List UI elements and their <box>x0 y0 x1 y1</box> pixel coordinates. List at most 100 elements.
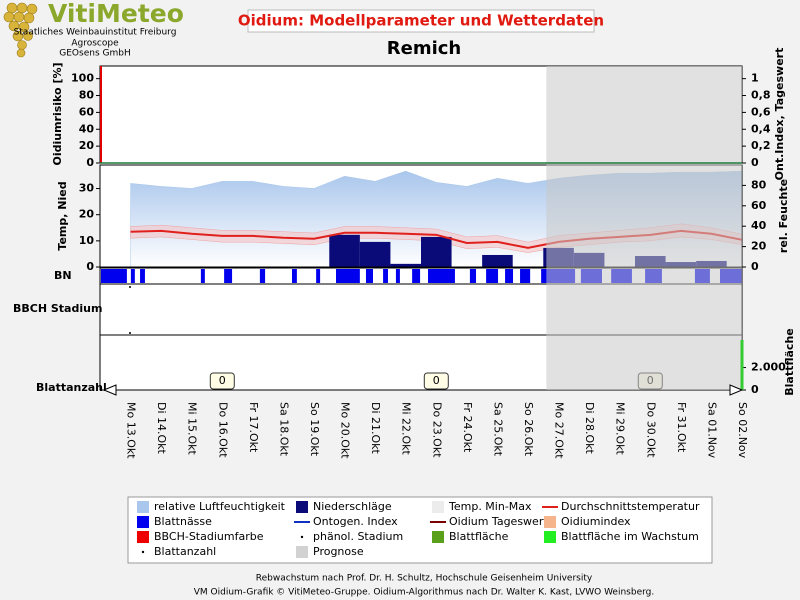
leaf-wetness <box>291 269 297 283</box>
leaf-count-box <box>209 372 235 390</box>
x-tick-label: So 02.Nov <box>736 402 749 459</box>
leaf-wetness <box>395 269 400 283</box>
y-axis-label: BBCH Stadium <box>13 302 102 315</box>
x-tick-label: Fr 24.Okt <box>461 402 474 453</box>
leaf-wetness <box>100 269 127 283</box>
arrow <box>102 384 117 396</box>
legend-swatch <box>296 546 308 558</box>
precip-bar <box>390 263 421 267</box>
title: Oidium: Modellparameter und Wetterdaten <box>238 12 604 30</box>
y2-tick-label: 40 <box>751 219 767 232</box>
legend-label: BBCH-Stadiumfarbe <box>154 530 264 543</box>
leaf-wetness <box>469 269 477 283</box>
leaf-wetness <box>383 269 388 283</box>
leaf-wetness <box>486 269 499 283</box>
leaf-wetness <box>336 269 360 283</box>
x-tick-label: Sa 25.Okt <box>491 402 504 457</box>
legend-label: Blattfläche im Wachstum <box>561 530 699 543</box>
y-tick-label: 60 <box>79 105 95 118</box>
y-axis-label: Temp, Nied <box>56 181 69 250</box>
x-tick-label: Sa 18.Okt <box>277 402 290 457</box>
legend-swatch <box>137 501 149 513</box>
legend-label: phänol. Stadium <box>313 530 403 543</box>
y2-axis-label: Blattfläche <box>783 328 796 395</box>
precip-bar <box>482 254 513 267</box>
y-axis-label: BN <box>54 269 72 282</box>
leaf-wetness <box>428 269 455 283</box>
y2-tick-label: 0,8 <box>751 89 771 102</box>
x-tick-label: Di 28.Okt <box>583 402 596 455</box>
precip-bar <box>329 234 360 267</box>
legend-swatch <box>296 501 308 513</box>
leaf-count-box <box>423 372 449 390</box>
leaf-wetness <box>316 269 321 283</box>
x-tick-label: Do 16.Okt <box>216 402 229 458</box>
stage-dot <box>129 286 131 288</box>
leaf-wetness <box>200 269 205 283</box>
org-line: Staatliches Weinbauinstitut Freiburg <box>14 28 177 38</box>
x-tick-label: So 19.Okt <box>308 402 321 457</box>
leaf-wetness <box>520 269 531 283</box>
y-axis-label: Blattanzahl <box>36 381 107 394</box>
x-tick-label: Do 23.Okt <box>430 402 443 458</box>
leaf-count-label: 0 <box>219 374 226 387</box>
x-tick-label: Do 30.Okt <box>644 402 657 458</box>
legend-box <box>127 496 713 564</box>
leaf-count-label: 0 <box>433 374 440 387</box>
prognosis <box>546 66 742 390</box>
y2-axis-label: Ont.Index, Tageswert <box>773 48 786 181</box>
decorations <box>100 66 744 396</box>
leaf-wetness <box>365 269 374 283</box>
legend-swatch <box>141 550 145 554</box>
x-tick-label: Di 21.Okt <box>369 402 382 455</box>
legend-swatch <box>432 531 444 543</box>
x-tick-label: Mi 15.Okt <box>186 402 199 456</box>
legend-label: Oidium Tageswert <box>449 515 548 528</box>
legend-swatch <box>544 531 556 543</box>
y-tick-label: 20 <box>79 139 95 152</box>
x-tick-label: So 26.Okt <box>522 402 535 457</box>
x-tick-label: Mi 29.Okt <box>614 402 627 456</box>
y2-tick-label: 0 <box>751 260 759 273</box>
leaf-wetness <box>259 269 266 283</box>
x-tick-label: Mo 20.Okt <box>339 402 352 459</box>
y-axis-label: Oidiumrisiko [%] <box>51 62 64 165</box>
logo-text: VitiMeteo <box>48 0 184 28</box>
leaf-wetness <box>140 269 145 283</box>
y2-tick-label: 0,4 <box>751 122 771 135</box>
y-tick-label: 40 <box>79 122 95 135</box>
leaf-wetness <box>412 269 421 283</box>
legend-label: Blattanzahl <box>154 545 216 558</box>
legend-swatch <box>137 531 149 543</box>
footer: VM Oidium-Grafik © VitiMeteo-Gruppe. Oid… <box>194 588 654 598</box>
legend-swatch <box>432 501 444 513</box>
legend-label: Blattnässe <box>154 515 212 528</box>
y2-tick-label: 0 <box>751 383 759 396</box>
legend-swatch <box>544 516 556 528</box>
legend-label: Prognose <box>313 545 364 558</box>
y-tick-label: 20 <box>79 208 95 221</box>
y2-tick-label: 60 <box>751 199 767 212</box>
y-tick-label: 0 <box>86 156 94 169</box>
x-tick-label: Mo 27.Okt <box>553 402 566 459</box>
legend-label: Durchschnittstemperatur <box>561 500 700 513</box>
x-tick-label: Fr 31.Okt <box>675 402 688 453</box>
location: Remich <box>387 38 461 59</box>
arrow <box>729 384 744 396</box>
y-tick-label: 30 <box>79 182 95 195</box>
x-tick-label: Di 14.Okt <box>155 402 168 455</box>
legend-label: relative Luftfeuchtigkeit <box>154 500 286 513</box>
y2-tick-label: 0,6 <box>751 105 771 118</box>
y-tick-label: 80 <box>79 89 95 102</box>
legend-label: Ontogen. Index <box>313 515 398 528</box>
plots: Oidiumrisiko [%] Ont.Index, Tageswert 0 20 4… <box>13 48 796 460</box>
stage-dot <box>129 332 131 334</box>
y-tick-label: 0 <box>86 260 94 273</box>
legend-label: Oidiumindex <box>561 515 631 528</box>
legend: relative Luftfeuchtigkeit Niederschläge Te… <box>137 500 700 558</box>
legend-label: Temp. Min-Max <box>448 500 532 513</box>
legend-label: Blattfläche <box>449 530 509 543</box>
precip-bar <box>421 236 452 267</box>
y2-axis-label: rel. Feuchte <box>777 179 790 253</box>
